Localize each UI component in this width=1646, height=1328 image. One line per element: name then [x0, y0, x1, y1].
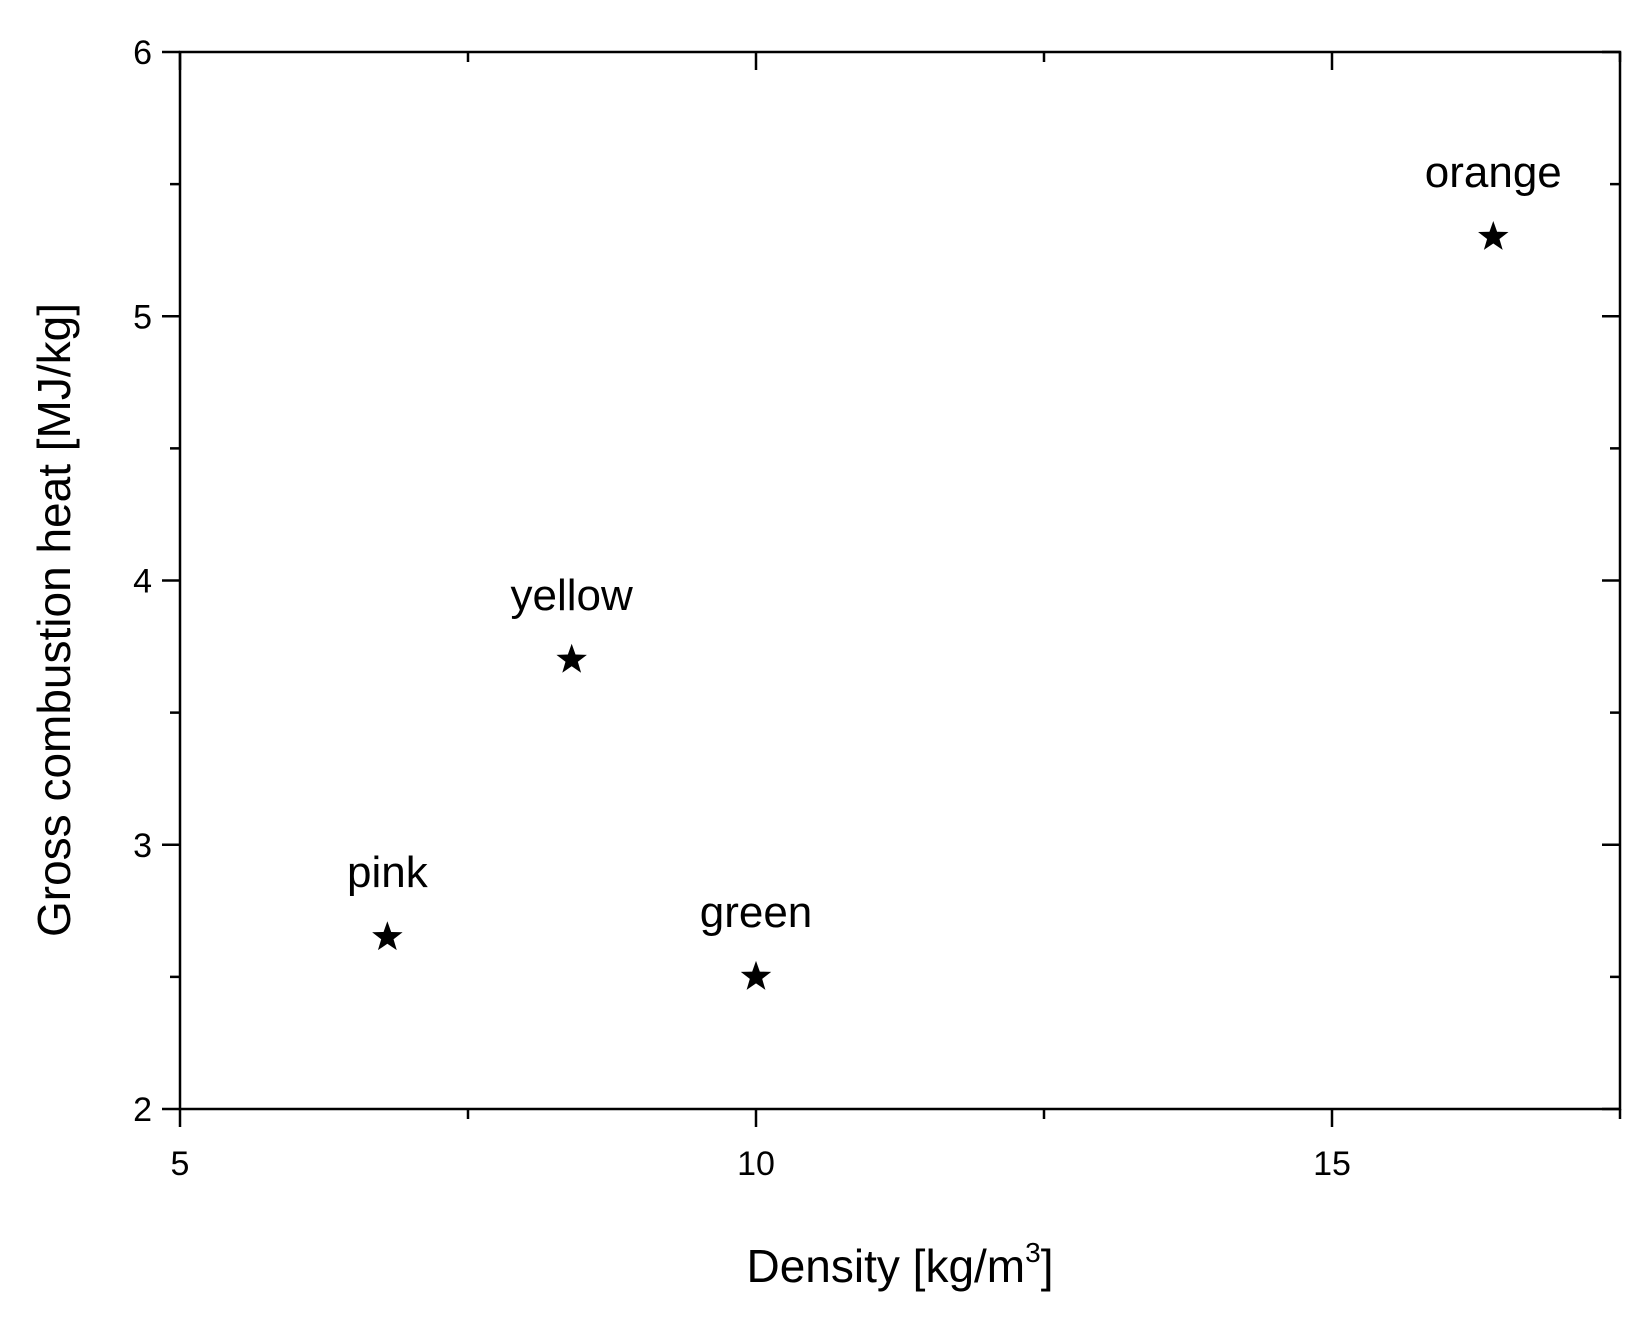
x-tick-label: 15	[1313, 1145, 1351, 1183]
data-points: pink yellow green orange	[347, 148, 1562, 990]
y-tick-label: 4	[133, 563, 152, 601]
x-tick-label: 5	[171, 1145, 190, 1183]
data-point-star	[740, 960, 772, 990]
data-point-star	[1478, 220, 1509, 250]
y-tick-label: 2	[133, 1091, 152, 1129]
y-tick-label: 3	[133, 827, 152, 865]
data-point-star	[556, 643, 587, 673]
data-point-star	[372, 921, 403, 951]
data-point-label: orange	[1425, 148, 1562, 197]
data-point-label: green	[700, 888, 813, 937]
y-tick-label: 5	[133, 298, 152, 336]
y-tick-label: 6	[133, 34, 152, 72]
data-point-label: pink	[347, 848, 429, 897]
plot-frame	[178, 50, 1622, 1111]
data-point-label: yellow	[511, 571, 633, 620]
x-tick-label: 10	[737, 1145, 775, 1183]
x-axis-ticks: 5 10 15	[171, 52, 1622, 1183]
y-axis-title: Gross combustion heat [MJ/kg]	[28, 303, 80, 937]
y-axis-ticks: 2 3 4 5 6	[133, 34, 1620, 1129]
x-axis-title: Density [kg/m3]	[747, 1237, 1054, 1292]
